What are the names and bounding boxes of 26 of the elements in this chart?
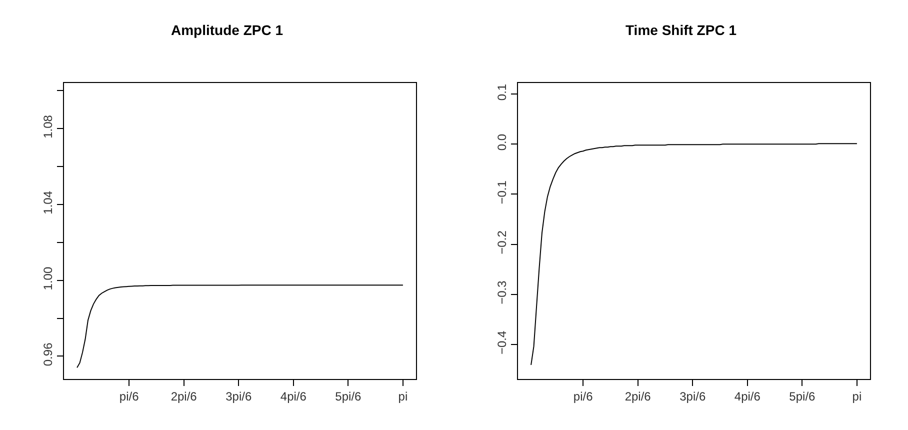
line-series [530,143,858,366]
y-tick-label: −0.2 [495,230,510,254]
x-tick-label: pi/6 [573,389,594,404]
y-tick-label: −0.3 [495,280,510,304]
y-tick-label: 0.0 [495,134,510,151]
x-tick-label: 4pi/6 [280,389,307,404]
y-tick-label: 0.96 [41,342,56,366]
x-tick-label: 4pi/6 [734,389,761,404]
y-tick-label: 1.04 [41,190,56,214]
chart-title: Amplitude ZPC 1 [170,22,284,38]
x-tick-label: 3pi/6 [680,389,706,404]
y-tick-label: 1.08 [41,114,56,138]
y-tick-label: 1.00 [41,266,56,290]
line-series [76,284,404,368]
x-tick-label: 5pi/6 [335,389,362,404]
x-tick-label: 5pi/6 [789,389,816,404]
chart-title: Time Shift ZPC 1 [626,22,737,38]
y-tick-label: −0.1 [495,180,510,204]
x-tick-label: 3pi/6 [226,389,252,404]
x-tick-label: pi [398,389,408,404]
x-tick-label: 2pi/6 [170,389,198,404]
x-tick-label: pi/6 [119,389,140,404]
y-tick-label: 0.1 [495,84,510,101]
y-tick-label: −0.4 [495,330,510,354]
x-tick-label: 2pi/6 [624,389,652,404]
x-tick-label: pi [852,389,862,404]
